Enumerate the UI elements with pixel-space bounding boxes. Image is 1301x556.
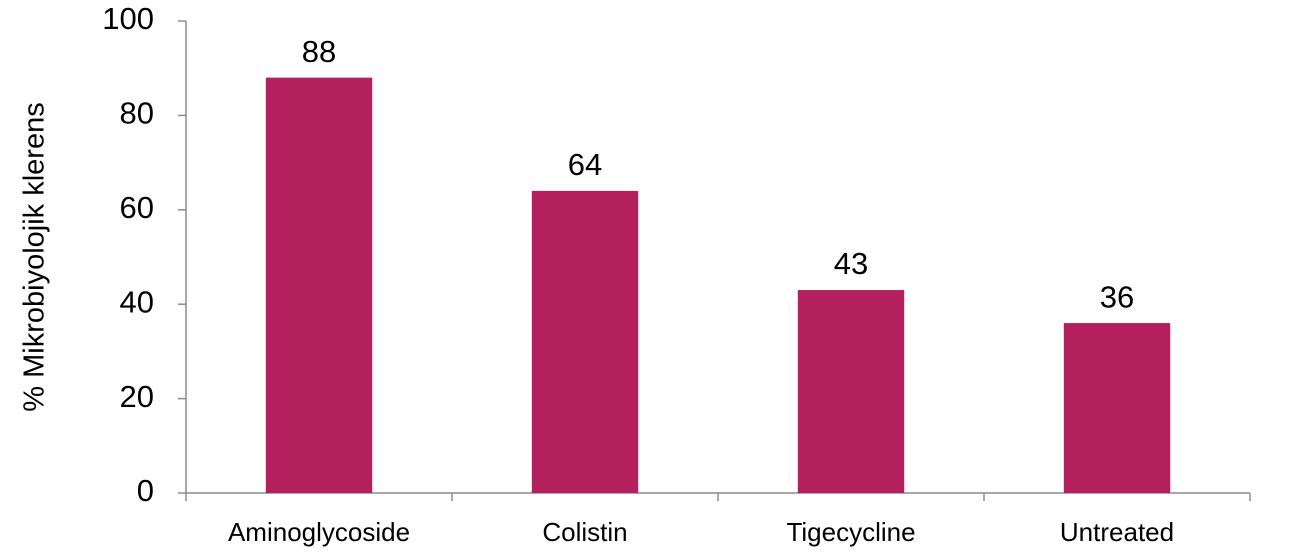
data-label: 36 bbox=[1100, 279, 1134, 314]
x-tick-label: Colistin bbox=[542, 517, 627, 547]
x-tick-label: Aminoglycoside bbox=[228, 517, 410, 547]
y-tick-label: 0 bbox=[137, 473, 154, 508]
y-tick-label: 40 bbox=[120, 284, 154, 319]
bar bbox=[531, 190, 639, 494]
data-label: 88 bbox=[302, 34, 336, 69]
y-tick-label: 100 bbox=[102, 1, 154, 36]
x-tick-label: Tigecycline bbox=[786, 517, 915, 547]
bar bbox=[265, 77, 373, 493]
bar bbox=[1063, 323, 1171, 493]
y-tick-label: 20 bbox=[120, 379, 154, 414]
x-tick-label: Untreated bbox=[1060, 517, 1174, 547]
y-tick-label: 60 bbox=[120, 190, 154, 225]
bar bbox=[797, 290, 905, 493]
data-label: 43 bbox=[834, 246, 868, 281]
data-label: 64 bbox=[568, 147, 602, 182]
y-tick-label: 80 bbox=[120, 96, 154, 131]
y-axis-title: % Mikrobiyolojik klerens bbox=[19, 102, 51, 411]
